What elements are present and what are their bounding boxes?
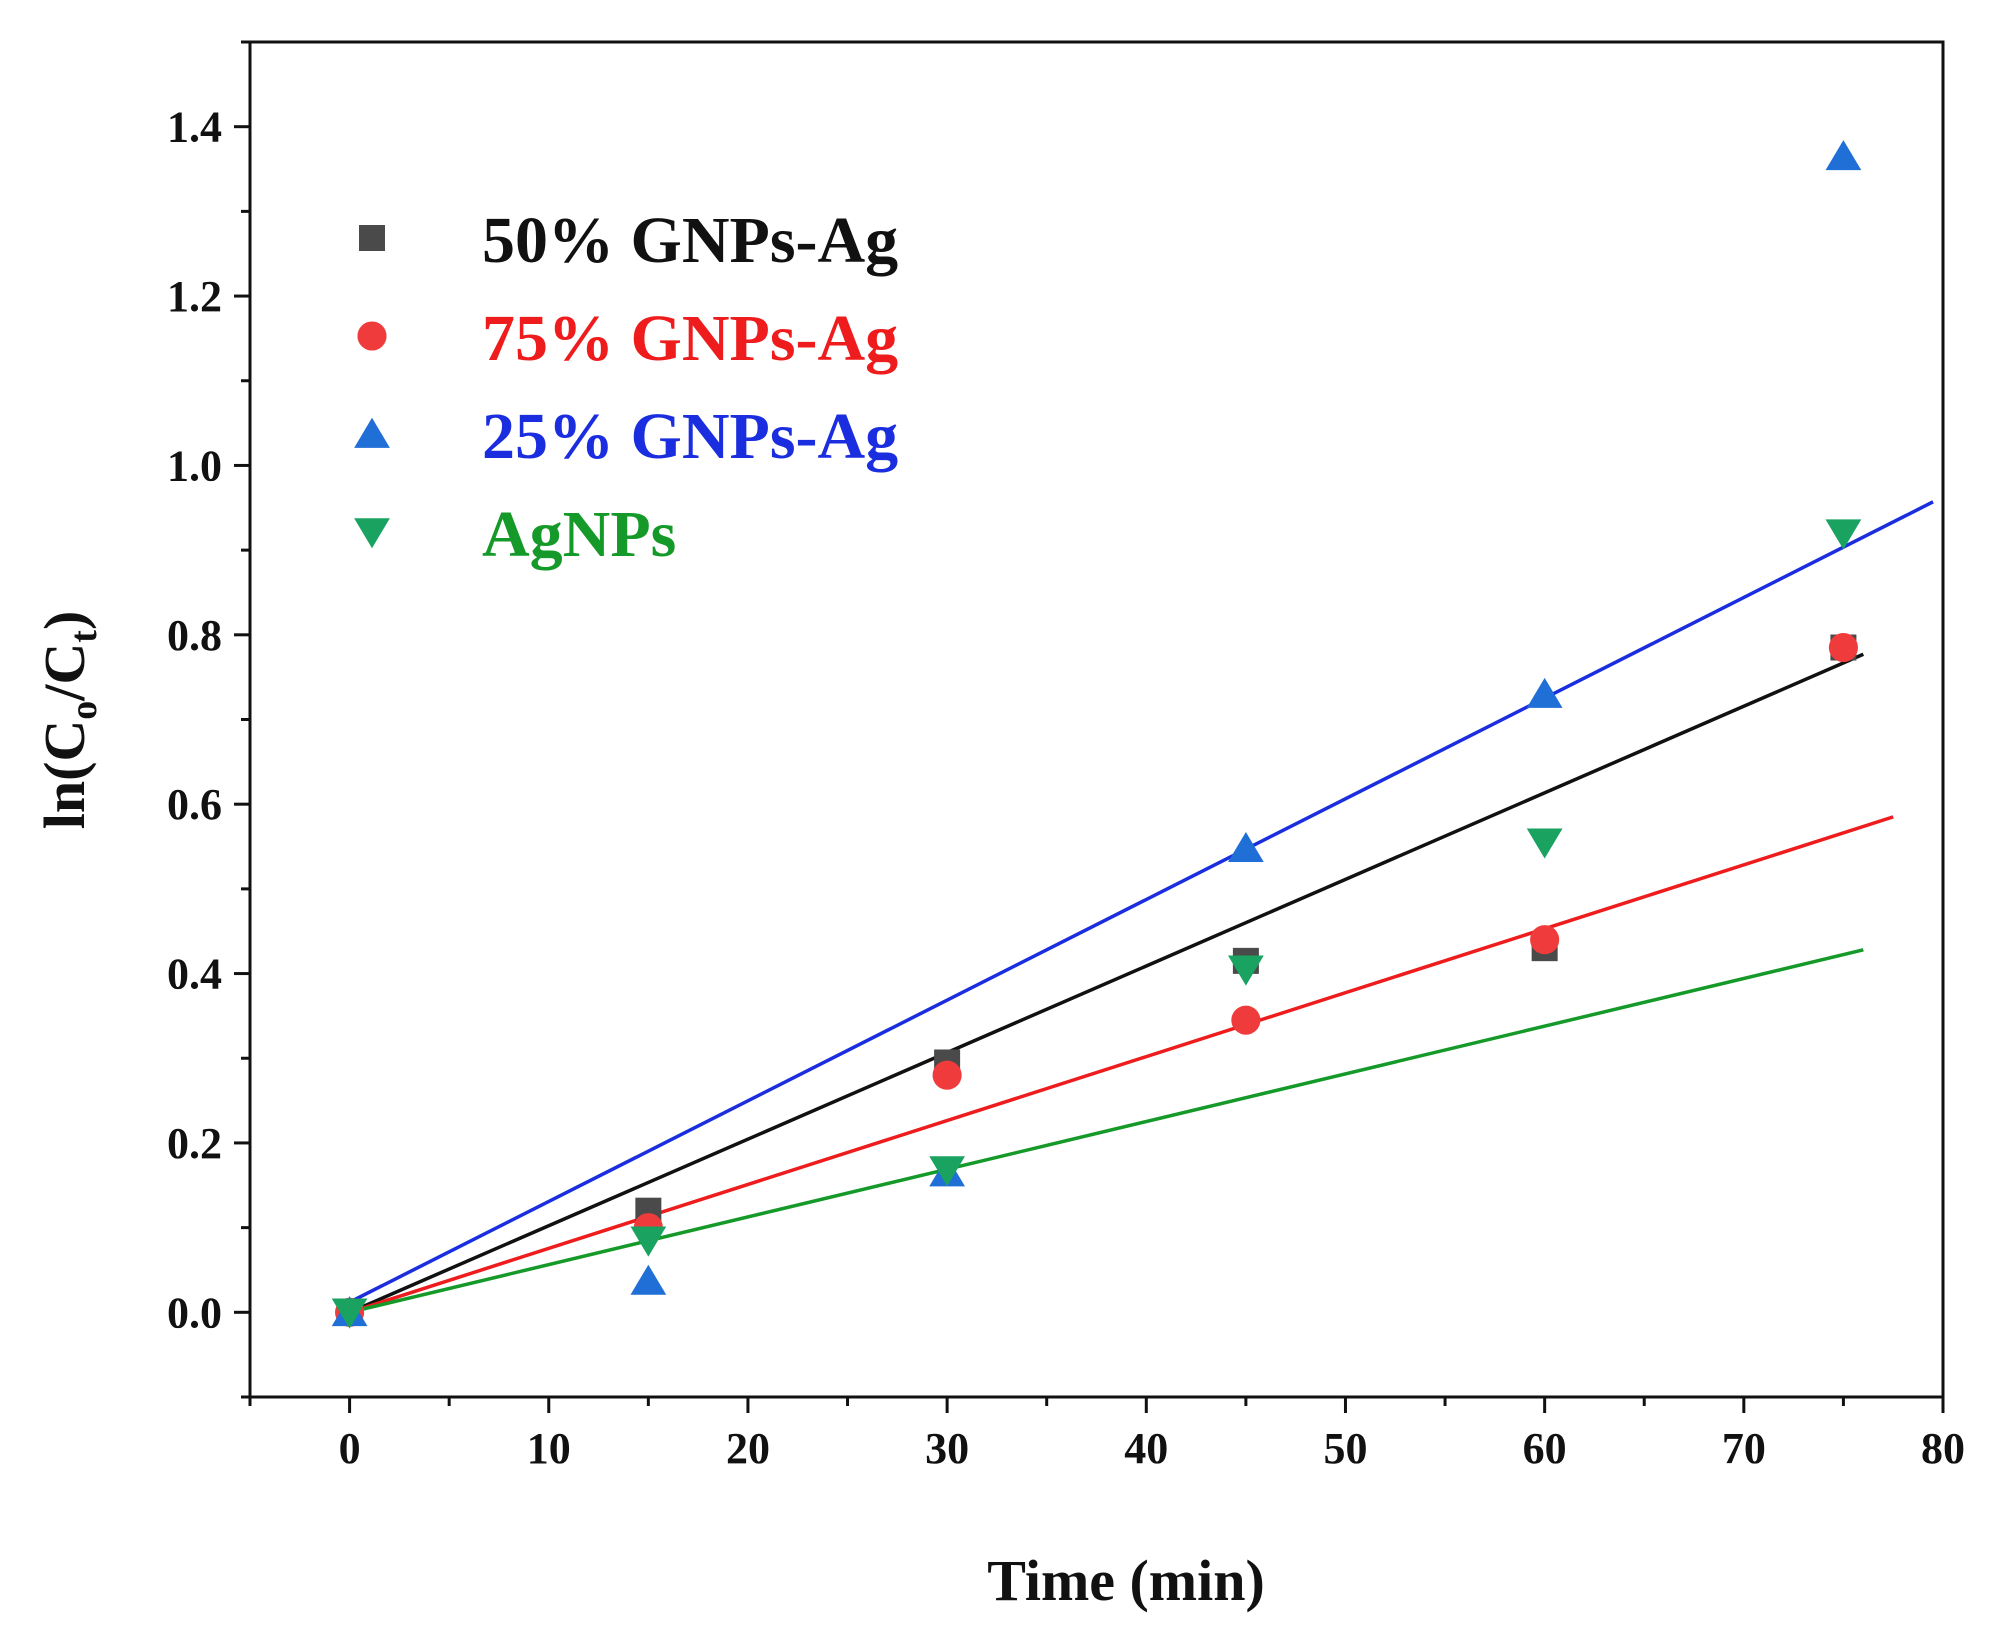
x-tick-label-0: 0 <box>339 1424 361 1473</box>
legend-marker-2 <box>354 417 390 448</box>
point-series-3-2 <box>929 1156 965 1187</box>
x-tick-label-50: 50 <box>1323 1424 1367 1473</box>
data-points <box>331 140 1862 1329</box>
point-series-1-4 <box>1530 925 1560 955</box>
x-tick-label-70: 70 <box>1722 1424 1766 1473</box>
y-tick-label-0.2: 0.2 <box>167 1119 222 1168</box>
x-tick-label-20: 20 <box>726 1424 770 1473</box>
y-tick-label-0.0: 0.0 <box>167 1288 222 1337</box>
legend-marker-0 <box>359 225 385 251</box>
y-tick-label-1.0: 1.0 <box>167 441 222 490</box>
y-tick-label-0.8: 0.8 <box>167 611 222 660</box>
point-series-3-3 <box>1228 955 1264 986</box>
x-tick-label-30: 30 <box>925 1424 969 1473</box>
legend-label-2: 25% GNPs-Ag <box>482 400 898 473</box>
fit-lines <box>348 500 1934 1315</box>
legend-label-0: 50% GNPs-Ag <box>482 204 898 277</box>
point-series-2-3 <box>1228 831 1264 863</box>
fit-line-series-0 <box>348 652 1865 1314</box>
point-series-3-1 <box>630 1226 667 1257</box>
y-axis-title: ln(Co/Ct) <box>32 611 105 830</box>
point-series-1-5 <box>1828 632 1858 663</box>
x-tick-label-40: 40 <box>1124 1424 1168 1473</box>
point-series-3-5 <box>1825 519 1862 550</box>
point-series-2-4 <box>1526 677 1563 708</box>
legend-marker-3 <box>354 518 390 549</box>
fit-line-series-2 <box>348 500 1934 1304</box>
x-tick-label-10: 10 <box>527 1424 571 1473</box>
x-tick-label-60: 60 <box>1523 1424 1567 1473</box>
point-series-2-5 <box>1825 140 1862 171</box>
point-series-3-0 <box>331 1298 368 1329</box>
legend-label-1: 75% GNPs-Ag <box>482 302 898 375</box>
point-series-1-3 <box>1231 1005 1261 1035</box>
point-series-1-2 <box>932 1060 962 1090</box>
fit-line-series-1 <box>349 815 1894 1314</box>
y-tick-label-0.6: 0.6 <box>167 780 222 829</box>
point-series-2-1 <box>630 1264 667 1295</box>
fit-line-series-3 <box>349 948 1864 1315</box>
point-series-3-4 <box>1526 828 1563 859</box>
x-axis-title: Time (min) <box>987 1548 1265 1613</box>
y-tick-label-1.4: 1.4 <box>167 103 222 152</box>
y-tick-label-0.4: 0.4 <box>167 950 222 999</box>
x-tick-label-80: 80 <box>1921 1424 1965 1473</box>
y-tick-label-1.2: 1.2 <box>167 272 222 321</box>
legend: 50% GNPs-Ag 75% GNPs-Ag 25% GNPs-Ag AgNPs <box>354 204 898 571</box>
ticks-layer: 0 10 20 30 40 50 60 70 80 0.0 0.2 0.4 0.6 0.8 1.0 1.2 1.… <box>167 40 1965 1473</box>
legend-marker-1 <box>357 321 387 351</box>
legend-label-3: AgNPs <box>482 498 676 571</box>
